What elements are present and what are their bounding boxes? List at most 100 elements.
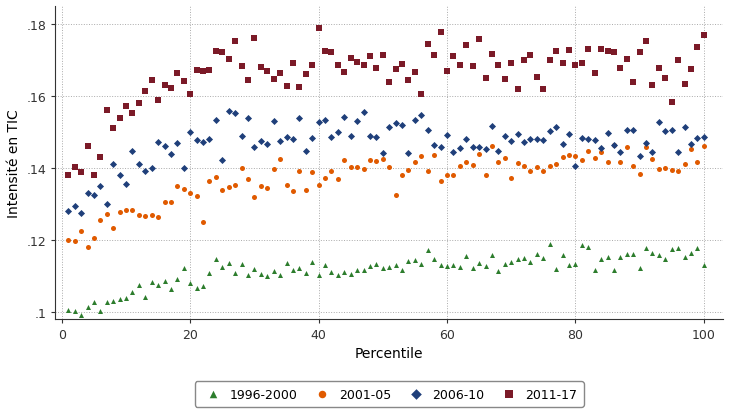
1996-2000 (287, 267, 299, 273)
2001-05 (217, 187, 228, 193)
2006-10 (493, 148, 504, 155)
2006-10 (339, 114, 350, 121)
1996-2000 (480, 263, 491, 270)
2011-17 (666, 99, 677, 106)
1996-2000 (165, 286, 177, 293)
2001-05 (255, 183, 266, 190)
2006-10 (454, 146, 466, 152)
2006-10 (107, 161, 119, 167)
1996-2000 (396, 267, 408, 273)
2006-10 (634, 153, 645, 160)
2001-05 (153, 214, 164, 221)
2011-17 (293, 84, 305, 91)
2006-10 (210, 117, 222, 124)
2001-05 (75, 228, 87, 234)
2001-05 (332, 177, 344, 183)
2006-10 (229, 111, 241, 117)
2011-17 (191, 67, 202, 74)
2011-17 (255, 64, 266, 71)
2011-17 (679, 82, 691, 88)
2011-17 (75, 169, 87, 176)
2001-05 (172, 183, 183, 190)
2001-05 (602, 160, 613, 166)
1996-2000 (319, 263, 331, 269)
2006-10 (589, 137, 601, 144)
2006-10 (383, 124, 395, 131)
2011-17 (358, 63, 369, 69)
2006-10 (178, 165, 190, 172)
2006-10 (165, 152, 177, 158)
1996-2000 (326, 269, 337, 275)
2006-10 (435, 144, 447, 151)
2006-10 (550, 124, 562, 131)
1996-2000 (627, 252, 639, 258)
1996-2000 (172, 276, 183, 283)
2006-10 (621, 127, 633, 134)
2001-05 (499, 156, 510, 162)
2011-17 (583, 47, 594, 53)
2001-05 (557, 155, 569, 161)
2011-17 (62, 172, 74, 179)
1996-2000 (75, 312, 87, 319)
2001-05 (268, 166, 280, 173)
2001-05 (653, 166, 665, 173)
1996-2000 (435, 262, 447, 269)
2011-17 (242, 77, 254, 84)
2006-10 (583, 137, 594, 143)
2001-05 (583, 148, 594, 155)
2011-17 (602, 49, 613, 55)
2001-05 (608, 143, 620, 149)
1996-2000 (493, 268, 504, 274)
2001-05 (525, 168, 537, 175)
1996-2000 (204, 270, 215, 276)
2011-17 (319, 48, 331, 55)
2011-17 (88, 172, 100, 179)
2011-17 (467, 63, 479, 70)
1996-2000 (621, 251, 633, 257)
1996-2000 (371, 261, 383, 267)
1996-2000 (242, 272, 254, 279)
1996-2000 (615, 254, 626, 261)
2011-17 (589, 71, 601, 78)
2011-17 (371, 65, 383, 72)
2001-05 (191, 193, 202, 200)
2001-05 (274, 156, 286, 162)
1996-2000 (153, 282, 164, 288)
1996-2000 (339, 269, 350, 276)
1996-2000 (133, 282, 145, 289)
2006-10 (326, 135, 337, 141)
2001-05 (319, 175, 331, 182)
2001-05 (429, 152, 440, 159)
1996-2000 (114, 297, 126, 303)
2011-17 (403, 78, 415, 85)
2011-17 (569, 62, 581, 69)
2011-17 (107, 126, 119, 133)
2011-17 (640, 38, 652, 45)
2011-17 (473, 37, 485, 43)
2001-05 (627, 163, 639, 170)
2001-05 (461, 159, 472, 166)
1996-2000 (94, 308, 106, 314)
2001-05 (312, 182, 324, 189)
1996-2000 (698, 262, 710, 269)
2006-10 (191, 137, 202, 144)
1996-2000 (672, 245, 684, 252)
2001-05 (210, 175, 222, 181)
2006-10 (88, 192, 100, 198)
2011-17 (595, 47, 607, 54)
2006-10 (242, 116, 254, 122)
2001-05 (569, 153, 581, 160)
1996-2000 (185, 280, 196, 286)
2011-17 (185, 92, 196, 99)
2001-05 (165, 200, 177, 206)
1996-2000 (441, 263, 453, 270)
1996-2000 (409, 257, 420, 264)
1996-2000 (261, 273, 273, 279)
2001-05 (415, 153, 427, 160)
2006-10 (390, 120, 402, 127)
1996-2000 (223, 260, 234, 267)
1996-2000 (158, 279, 170, 285)
2006-10 (691, 135, 703, 142)
2011-17 (217, 49, 228, 56)
2011-17 (114, 115, 126, 122)
